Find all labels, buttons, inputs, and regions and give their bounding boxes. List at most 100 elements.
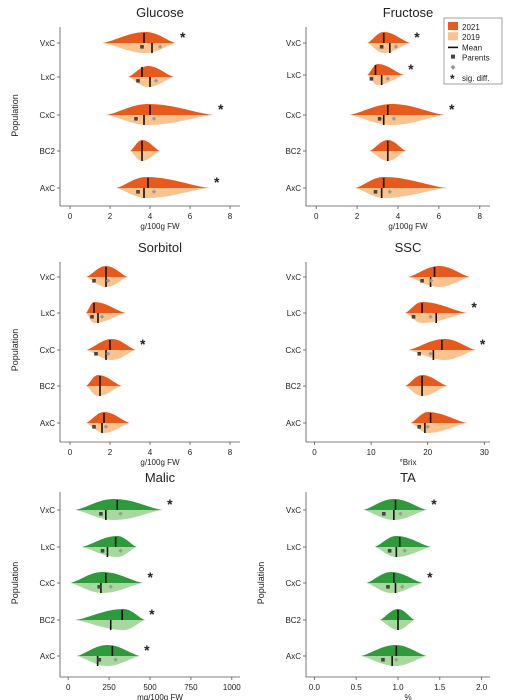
violin-half-2021 xyxy=(102,32,176,43)
y-tick-label: BC2 xyxy=(39,382,55,391)
x-axis-label: g/100g FW xyxy=(140,458,180,467)
chart-title: Sorbitol xyxy=(138,240,182,255)
violin-half-2021 xyxy=(81,536,137,547)
violin-axc: AxC xyxy=(40,412,130,433)
violin-half-2021 xyxy=(86,339,136,350)
violin-half-2019 xyxy=(74,620,146,630)
legend-swatch xyxy=(448,22,458,30)
violin-half-2019 xyxy=(86,423,130,433)
parent-square-marker xyxy=(92,279,96,283)
y-tick-label: BC2 xyxy=(39,147,55,156)
violin-half-2019 xyxy=(405,386,448,396)
violin-vxc: VxC xyxy=(40,266,128,287)
x-tick-label: 2 xyxy=(355,212,360,221)
x-tick-label: 6 xyxy=(188,448,193,457)
parent-diamond-marker xyxy=(118,548,123,553)
sig-star: * xyxy=(218,101,224,117)
violin-half-2019 xyxy=(362,510,428,520)
violin-axc: AxC * xyxy=(40,174,220,198)
violin-half-2021 xyxy=(407,266,471,277)
parent-square-marker xyxy=(369,77,374,81)
violin-half-2021 xyxy=(86,375,122,386)
violin-half-2019 xyxy=(69,583,144,593)
x-axis-label: g/100g FW xyxy=(140,222,180,231)
y-axis-label: Population xyxy=(10,562,20,605)
parent-square-marker xyxy=(99,512,103,516)
violin-half-2019 xyxy=(86,313,126,323)
sig-star: * xyxy=(149,606,155,622)
parent-diamond-marker xyxy=(151,189,157,194)
violin-half-2019 xyxy=(81,547,137,557)
violin-half-2021 xyxy=(69,572,144,583)
violin-vxc: VxC * xyxy=(286,496,437,520)
parent-diamond-marker xyxy=(393,44,399,49)
violin-half-2019 xyxy=(86,350,136,360)
violin-half-2021 xyxy=(74,499,164,510)
violin-half-2019 xyxy=(355,188,448,198)
sig-star: * xyxy=(147,569,153,585)
parent-diamond-marker xyxy=(402,548,407,553)
violin-lxc: LxC xyxy=(41,66,174,87)
sig-star: * xyxy=(449,101,455,117)
violin-lxc: LxC * xyxy=(287,61,414,85)
violin-half-2019 xyxy=(407,277,471,287)
violin-half-2021 xyxy=(86,412,130,423)
parent-square-marker xyxy=(386,585,390,589)
parent-diamond-marker xyxy=(105,278,111,283)
violin-half-2019 xyxy=(128,77,174,87)
violin-half-2021 xyxy=(355,177,448,188)
legend-diamond-icon xyxy=(450,64,456,70)
violin-bc2: BC2 xyxy=(285,375,448,396)
violin-half-2021 xyxy=(74,609,146,620)
violin-vxc: VxC xyxy=(286,266,471,287)
x-tick-label: 2.0 xyxy=(476,683,488,692)
x-tick-label: 0.0 xyxy=(309,683,321,692)
violin-cxc: CxC * xyxy=(39,101,224,125)
violin-bc2: BC2 xyxy=(285,609,415,630)
parent-square-marker xyxy=(134,117,138,121)
violin-cxc: CxC * xyxy=(285,569,433,593)
violin-half-2019 xyxy=(86,277,128,287)
parent-square-marker xyxy=(417,425,422,429)
legend-label: 2021 xyxy=(462,23,480,32)
x-tick-label: 30 xyxy=(480,448,489,457)
parent-square-marker xyxy=(381,512,386,516)
violin-half-2021 xyxy=(86,302,126,313)
violin-bc2: BC2 xyxy=(39,140,160,161)
x-tick-label: 0 xyxy=(314,212,319,221)
violin-half-2019 xyxy=(407,350,476,360)
violin-half-2019 xyxy=(74,510,164,520)
x-tick-label: 2 xyxy=(108,212,113,221)
y-tick-label: CxC xyxy=(285,111,301,120)
violin-half-2019 xyxy=(374,547,432,557)
x-axis-label: g/100g FW xyxy=(388,222,428,231)
chart-title: TA xyxy=(400,470,416,485)
violin-lxc: LxC xyxy=(41,536,137,557)
parent-square-marker xyxy=(373,190,378,194)
legend-item: 2021 xyxy=(448,22,480,32)
parent-diamond-marker xyxy=(394,657,399,662)
y-tick-label: CxC xyxy=(39,111,55,120)
y-tick-label: LxC xyxy=(41,73,55,82)
violin-half-2019 xyxy=(360,656,428,666)
parent-diamond-marker xyxy=(113,657,118,662)
y-tick-label: AxC xyxy=(40,652,55,661)
parent-square-marker xyxy=(136,190,140,194)
violin-vxc: VxC * xyxy=(286,29,420,53)
legend-item xyxy=(450,64,456,70)
violin-bc2: BC2 * xyxy=(39,606,155,630)
parent-square-marker xyxy=(100,549,105,553)
x-tick-label: 750 xyxy=(184,683,198,692)
y-axis-label: Population xyxy=(10,329,20,372)
y-tick-label: CxC xyxy=(285,346,301,355)
violin-half-2019 xyxy=(379,620,415,630)
sig-star: * xyxy=(144,642,150,658)
chart-title: Fructose xyxy=(383,5,434,20)
violin-half-2019 xyxy=(102,43,176,53)
x-tick-label: 500 xyxy=(143,683,157,692)
parent-diamond-marker xyxy=(398,511,403,516)
parent-diamond-marker xyxy=(425,424,430,429)
sig-star: * xyxy=(140,336,146,352)
parent-square-marker xyxy=(420,279,424,283)
